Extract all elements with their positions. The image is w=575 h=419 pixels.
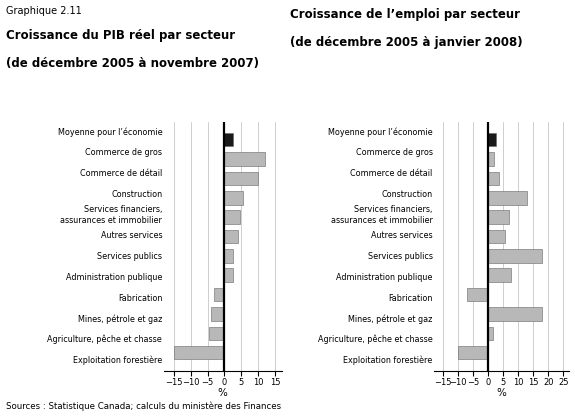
Bar — [224, 152, 265, 166]
Text: Services financiers,
assurances et immobilier: Services financiers, assurances et immob… — [60, 205, 162, 225]
Bar — [174, 346, 224, 360]
Text: Moyenne pour l’économie: Moyenne pour l’économie — [328, 127, 432, 137]
Text: Croissance du PIB réel par secteur: Croissance du PIB réel par secteur — [6, 29, 235, 42]
Bar — [488, 249, 542, 263]
Bar — [211, 307, 224, 321]
Text: Services financiers,
assurances et immobilier: Services financiers, assurances et immob… — [331, 205, 432, 225]
Text: Commerce de détail: Commerce de détail — [80, 169, 162, 178]
Text: Construction: Construction — [111, 190, 162, 199]
Text: Agriculture, pêche et chasse: Agriculture, pêche et chasse — [318, 335, 432, 344]
Text: Services publics: Services publics — [97, 252, 162, 261]
Text: Fabrication: Fabrication — [388, 294, 432, 303]
Text: Services publics: Services publics — [367, 252, 432, 261]
Bar — [224, 230, 238, 243]
Text: Croissance de l’emploi par secteur: Croissance de l’emploi par secteur — [290, 8, 520, 21]
Bar — [488, 269, 511, 282]
Bar — [467, 288, 488, 301]
Text: Exploitation forestière: Exploitation forestière — [343, 356, 432, 365]
Bar — [488, 210, 509, 224]
Bar — [488, 152, 494, 166]
Bar — [458, 346, 488, 360]
Bar — [224, 210, 240, 224]
Bar — [488, 230, 505, 243]
X-axis label: %: % — [218, 388, 228, 398]
Text: Fabrication: Fabrication — [118, 294, 162, 303]
Text: Commerce de détail: Commerce de détail — [350, 169, 432, 178]
Bar — [224, 269, 233, 282]
Bar — [488, 191, 527, 204]
Text: Administration publique: Administration publique — [336, 273, 432, 282]
Text: Exploitation forestière: Exploitation forestière — [73, 356, 162, 365]
Text: Autres services: Autres services — [371, 231, 432, 240]
Text: (de décembre 2005 à janvier 2008): (de décembre 2005 à janvier 2008) — [290, 36, 523, 49]
Text: Autres services: Autres services — [101, 231, 162, 240]
Bar — [488, 307, 542, 321]
Bar — [214, 288, 224, 301]
Bar — [224, 172, 258, 185]
Bar — [209, 326, 224, 340]
Text: Agriculture, pêche et chasse: Agriculture, pêche et chasse — [48, 335, 162, 344]
Bar — [224, 133, 233, 146]
Text: Moyenne pour l’économie: Moyenne pour l’économie — [58, 127, 162, 137]
Text: Commerce de gros: Commerce de gros — [355, 148, 432, 157]
Text: Sources : Statistique Canada; calculs du ministère des Finances: Sources : Statistique Canada; calculs du… — [6, 402, 281, 411]
Bar — [488, 133, 496, 146]
Text: Construction: Construction — [381, 190, 432, 199]
X-axis label: %: % — [497, 388, 507, 398]
Bar — [224, 249, 233, 263]
Bar — [224, 191, 243, 204]
Text: Graphique 2.11: Graphique 2.11 — [6, 6, 82, 16]
Bar — [488, 326, 493, 340]
Bar — [488, 172, 499, 185]
Text: Administration publique: Administration publique — [66, 273, 162, 282]
Text: Mines, pétrole et gaz: Mines, pétrole et gaz — [78, 314, 162, 323]
Text: Commerce de gros: Commerce de gros — [85, 148, 162, 157]
Text: Mines, pétrole et gaz: Mines, pétrole et gaz — [348, 314, 432, 323]
Text: (de décembre 2005 à novembre 2007): (de décembre 2005 à novembre 2007) — [6, 57, 259, 70]
